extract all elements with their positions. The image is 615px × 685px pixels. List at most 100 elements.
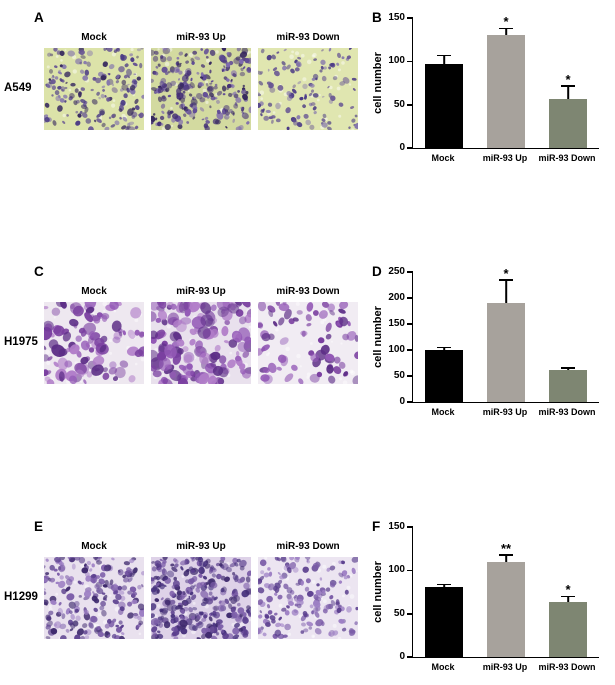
- y-tick-label: 0: [399, 396, 405, 407]
- y-tick-label: 50: [393, 370, 405, 381]
- panel-letter-f: F: [372, 519, 381, 534]
- y-tick-label: 50: [393, 98, 405, 110]
- bar-slot-mir-93-down: *: [539, 18, 597, 148]
- panel-letter-b: B: [372, 10, 382, 25]
- bar-chart-b: cell number 0 50 100 150 * *: [372, 12, 599, 153]
- micrograph-figure: Mock: [44, 286, 144, 384]
- x-category-label-mock: Mock: [431, 153, 455, 163]
- error-bar: [567, 367, 569, 370]
- micrograph-grid: Mock miR-93 Up miR-93 Down: [44, 32, 358, 130]
- bar-slot-mock: [415, 18, 473, 148]
- bar-chart-d: cell number 0 50 100 150 200 250 *: [372, 266, 599, 407]
- cell-line-label-h1975: H1975: [4, 336, 38, 348]
- bar-mir-93-up: [487, 35, 525, 148]
- error-bar: [443, 347, 445, 350]
- y-tick-label: 150: [388, 318, 405, 329]
- panel-letter-d: D: [372, 264, 382, 279]
- bar-mock: [425, 63, 463, 148]
- condition-label: Mock: [81, 286, 107, 297]
- micrograph-figure: Mock: [44, 32, 144, 130]
- condition-label: miR-93 Up: [176, 541, 226, 552]
- cell-line-label-a549: A549: [4, 82, 32, 94]
- x-category-label-mir-93-down: miR-93 Down: [538, 407, 596, 417]
- y-tick-mark: [407, 104, 413, 106]
- chart-panel-b: B cell number 0 50 100 150 * * Mock miR-93 Up mi…: [366, 8, 615, 183]
- y-tick-mark: [407, 656, 413, 658]
- y-tick-mark: [407, 17, 413, 19]
- error-bar: [567, 596, 569, 603]
- bar-slot-mir-93-up: *: [477, 14, 535, 148]
- micrograph-grid: Mock miR-93 Up miR-93 Down: [44, 541, 358, 639]
- y-tick-label: 100: [388, 564, 405, 576]
- image-panel-a: A A549 Mock miR-93 Up miR-93 Down: [0, 10, 365, 175]
- y-tick-label: 100: [388, 55, 405, 67]
- micrograph-h1975-mir93-up: [151, 302, 251, 384]
- y-tick-mark: [407, 147, 413, 149]
- x-category-label-mir-93-up: miR-93 Up: [482, 153, 528, 163]
- category-labels: Mock miR-93 Up miR-93 Down: [412, 662, 598, 672]
- bar-mir-93-up: [487, 303, 525, 402]
- micrograph-h1975-mir93-down: [258, 302, 358, 384]
- y-tick-label: 200: [388, 292, 405, 303]
- y-tick-mark: [407, 349, 413, 351]
- y-axis-label: cell number: [372, 561, 384, 623]
- bar-mock: [425, 350, 463, 402]
- significance-marker: *: [503, 265, 509, 281]
- y-tick-mark: [407, 526, 413, 528]
- y-tick-mark: [407, 323, 413, 325]
- error-bar-cap: [561, 85, 575, 87]
- error-bar-cap: [437, 346, 451, 349]
- bar-mir-93-down: [549, 602, 587, 657]
- significance-marker: *: [503, 14, 509, 30]
- micrograph-grid: Mock miR-93 Up miR-93 Down: [44, 286, 358, 384]
- bar-mir-93-down: [549, 98, 587, 148]
- bars-area: *: [413, 267, 599, 402]
- condition-label: Mock: [81, 541, 107, 552]
- condition-label: Mock: [81, 32, 107, 43]
- category-labels: Mock miR-93 Up miR-93 Down: [412, 407, 598, 417]
- error-bar-cap: [499, 279, 513, 281]
- y-axis-label: cell number: [372, 52, 384, 114]
- bar-slot-mir-93-down: [539, 272, 597, 402]
- significance-marker: **: [500, 540, 512, 556]
- bars-area: ** *: [413, 527, 599, 657]
- x-category-label-mock: Mock: [431, 407, 455, 417]
- error-bar-cap: [499, 554, 513, 556]
- micrograph-a549-mir93-down: [258, 48, 358, 130]
- error-bar-cap: [499, 27, 513, 30]
- condition-label: miR-93 Up: [176, 286, 226, 297]
- bar-mir-93-down: [549, 369, 587, 402]
- significance-marker: *: [565, 582, 571, 598]
- micrograph-figure: miR-93 Down: [258, 286, 358, 384]
- x-category-label-mir-93-up: miR-93 Up: [482, 407, 528, 417]
- cell-line-label-h1299: H1299: [4, 591, 38, 603]
- panel-letter-e: E: [34, 519, 44, 534]
- micrograph-h1975-mock: [44, 302, 144, 384]
- error-bar: [567, 85, 569, 99]
- image-panel-c: C H1975 Mock miR-93 Up miR-93 Down: [0, 264, 365, 429]
- micrograph-h1299-mir93-down: [258, 557, 358, 639]
- error-bar-cap: [437, 54, 451, 57]
- chart-panel-d: D cell number 0 50 100 150 200 250 * Mock miR-93…: [366, 262, 615, 437]
- bar-mir-93-up: [487, 561, 525, 657]
- y-tick-mark: [407, 60, 413, 63]
- y-tick-mark: [407, 375, 413, 377]
- significance-marker: *: [565, 71, 571, 87]
- micrograph-h1299-mock: [44, 557, 144, 639]
- micrograph-figure: miR-93 Up: [151, 32, 251, 130]
- bar-slot-mock: [415, 272, 473, 402]
- bar-slot-mock: [415, 527, 473, 657]
- y-tick-mark: [407, 569, 413, 572]
- micrograph-figure: miR-93 Up: [151, 286, 251, 384]
- micrograph-figure: Mock: [44, 541, 144, 639]
- bar-slot-mir-93-up: **: [477, 527, 535, 657]
- condition-label: miR-93 Down: [276, 541, 340, 552]
- condition-label: miR-93 Up: [176, 32, 226, 43]
- chart-panel-f: F cell number 0 50 100 150 ** * Mock miR-93 Up m…: [366, 517, 615, 685]
- error-bar: [505, 28, 507, 36]
- bar-mock: [425, 586, 463, 657]
- x-category-label-mock: Mock: [431, 662, 455, 672]
- bar-slot-mir-93-down: *: [539, 527, 597, 657]
- figure-row-h1975: C H1975 Mock miR-93 Up miR-93 Down D cel…: [0, 262, 615, 437]
